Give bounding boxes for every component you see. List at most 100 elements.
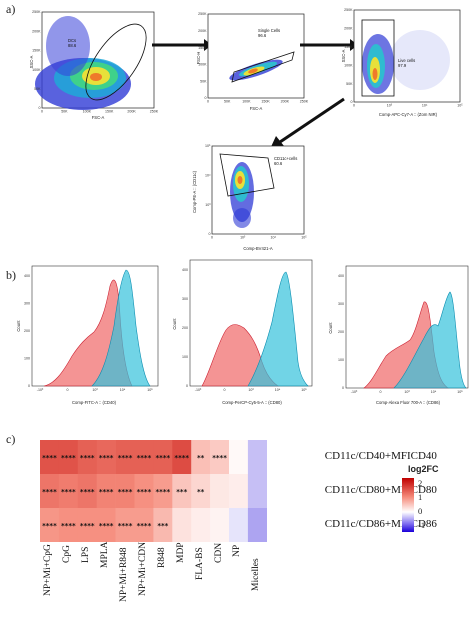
hist-xtick-label: -10³: [351, 390, 358, 394]
live-xlabel: Comp-APC-Cy7-A :: (Zom NIR): [379, 112, 438, 117]
heatmap-column-label: NP+Mi+CpG: [43, 544, 54, 597]
hist-cd80-ylabel: Count: [172, 318, 177, 330]
single-ytick-label: 50K: [200, 79, 207, 83]
significance-label: ****: [61, 522, 76, 530]
significance-label: ****: [174, 454, 189, 462]
heatmap-cell: [40, 474, 60, 509]
heatmap-cell: [96, 508, 116, 542]
single-yticks: 0 50K 100K 150K 200K 250K: [198, 12, 207, 100]
cd11c-ylabel: Comp-PE-A :: (CD11c): [192, 170, 197, 213]
hist-xtick-label: 10³: [92, 388, 98, 392]
live-cells-plot: Live cells 97.9 Comp-APC-Cy7-A :: (Zom N…: [340, 4, 468, 124]
single-xtick-label: 50K: [224, 100, 231, 104]
heatmap-cell: [134, 440, 154, 475]
hist-xtick-label: 10⁵: [457, 390, 463, 394]
cd11c-xtick-label: 10⁴: [271, 236, 277, 240]
hist-xtick-label: 0: [380, 390, 382, 394]
significance-label: ****: [61, 454, 76, 462]
significance-label: ****: [42, 522, 57, 530]
single-xticks: 0 50K 100K 150K 200K 250K: [207, 100, 309, 104]
dcs-xtick-label: 200K: [127, 110, 136, 114]
cd11c-gate-name: CD11c+cells: [274, 156, 297, 161]
hist-xtick-label: 0: [67, 388, 69, 392]
single-xtick-label: 200K: [281, 100, 290, 104]
heatmap-column-label: NP: [232, 545, 243, 558]
cd11c-xticks: 0 10³ 10⁴ 10⁵: [211, 236, 307, 240]
dcs-yticks: 0 50K 100K 150K 200K 250K: [32, 10, 41, 110]
heatmap-cell: [77, 440, 97, 475]
hist-xtick-label: -10³: [195, 388, 202, 392]
live-xtick-label: 0: [353, 104, 355, 108]
significance-label: ****: [118, 454, 133, 462]
hist-ytick-label: 300: [24, 302, 30, 306]
significance-label: ***: [176, 488, 187, 496]
significance-label: ***: [157, 522, 168, 530]
hist-cd86-ylabel: Count: [328, 322, 333, 334]
hist-cd80-treated: [247, 271, 309, 387]
hist-ytick-label: 0: [342, 386, 344, 390]
colorbar-tick-label: 2: [418, 477, 423, 488]
colorbar-tick-label: 1: [418, 491, 423, 502]
live-xticks: 0 10³ 10⁴ 10⁵: [353, 104, 463, 108]
significance-label: ****: [80, 522, 95, 530]
significance-label: ****: [137, 454, 152, 462]
live-ylabel: SSC-A: [341, 49, 346, 62]
hist-cd80-xlabel: Comp-PerCP-Cy5-5-A :: (CD80): [222, 400, 282, 405]
hist-cd40-xticks: -10³ 0 10³ 10⁴ 10⁵: [37, 388, 153, 392]
hist-ytick-label: 200: [24, 329, 30, 333]
heatmap: **** **** **** **** **** **** **** **** ** ******…: [40, 440, 267, 542]
significance-label: ****: [80, 454, 95, 462]
single-density: [229, 59, 283, 81]
hist-xtick-label: 10⁴: [431, 390, 437, 394]
heatmap-cell: [210, 508, 230, 542]
hist-xtick-label: 10⁴: [275, 388, 281, 392]
heatmap-column-label: NP+Mi+CDN: [137, 542, 148, 597]
dcs-gate-pct: 88.6: [68, 43, 77, 48]
heatmap-cell: [229, 508, 249, 542]
hist-xtick-label: -10³: [37, 388, 44, 392]
dcs-xtick-label: 0: [41, 110, 43, 114]
hist-ytick-label: 200: [338, 330, 344, 334]
hist-cd80-yticks: 0 100 200 300 400: [182, 268, 188, 388]
heatmap-cell: [229, 440, 249, 475]
live-density: [362, 30, 450, 94]
live-yticks: 0 50K 100K 150K 200K 250K: [344, 8, 353, 104]
cd11c-xlabel: Comp-BV421-A: [243, 246, 273, 251]
hist-ytick-label: 0: [28, 384, 30, 388]
dcs-ytick-label: 100K: [32, 68, 41, 72]
significance-label: ****: [212, 454, 227, 462]
dcs-gate: [85, 23, 147, 101]
live-ytick-label: 250K: [344, 8, 353, 12]
heatmap-row-label: CD11c/CD40+MFICD40: [324, 450, 437, 462]
heatmap-cell: [134, 508, 154, 542]
hist-xtick-label: 10⁵: [147, 388, 153, 392]
single-xlabel: FSC-A: [250, 106, 263, 111]
live-gate: [361, 19, 395, 97]
significance-label: **: [197, 454, 205, 462]
dcs-ytick-label: 150K: [32, 49, 41, 53]
live-xtick-label: 10⁵: [457, 104, 463, 108]
significance-label: ****: [99, 488, 114, 496]
single-plot-frame: [207, 13, 305, 99]
heatmap-cell: [96, 474, 116, 509]
hist-xtick-label: 10⁴: [120, 388, 126, 392]
live-gate-name: Live cells: [398, 58, 415, 63]
panel-b-letter: b): [6, 268, 16, 282]
cd11c-gating-plot: CD11c+cells 60.6 Comp-BV421-A Comp-PE-A …: [190, 140, 310, 258]
significance-label: ****: [156, 454, 171, 462]
heatmap-cell: [115, 474, 135, 509]
hist-ytick-label: 100: [338, 358, 344, 362]
single-ytick-label: 150K: [198, 46, 207, 50]
cd11c-yticks: 0 10³ 10⁴ 10⁵: [205, 144, 211, 236]
hist-ytick-label: 300: [182, 297, 188, 301]
significance-label: ****: [137, 522, 152, 530]
dcs-xlabel: FSC-A: [92, 115, 105, 120]
panel-a-letter: a): [6, 2, 16, 16]
hist-ytick-label: 400: [338, 274, 344, 278]
heatmap-cell: [58, 508, 79, 542]
heatmap-cell: [229, 474, 249, 509]
hist-cd86-yticks: 0 100 200 300 400: [338, 274, 344, 390]
dcs-gating-plot: DCs 88.6 FSC-A SSC-A 0 50K 100K 150K 200K 250…: [28, 6, 159, 124]
colorbar-gradient: [402, 478, 414, 532]
hist-xtick-label: 10³: [248, 388, 254, 392]
